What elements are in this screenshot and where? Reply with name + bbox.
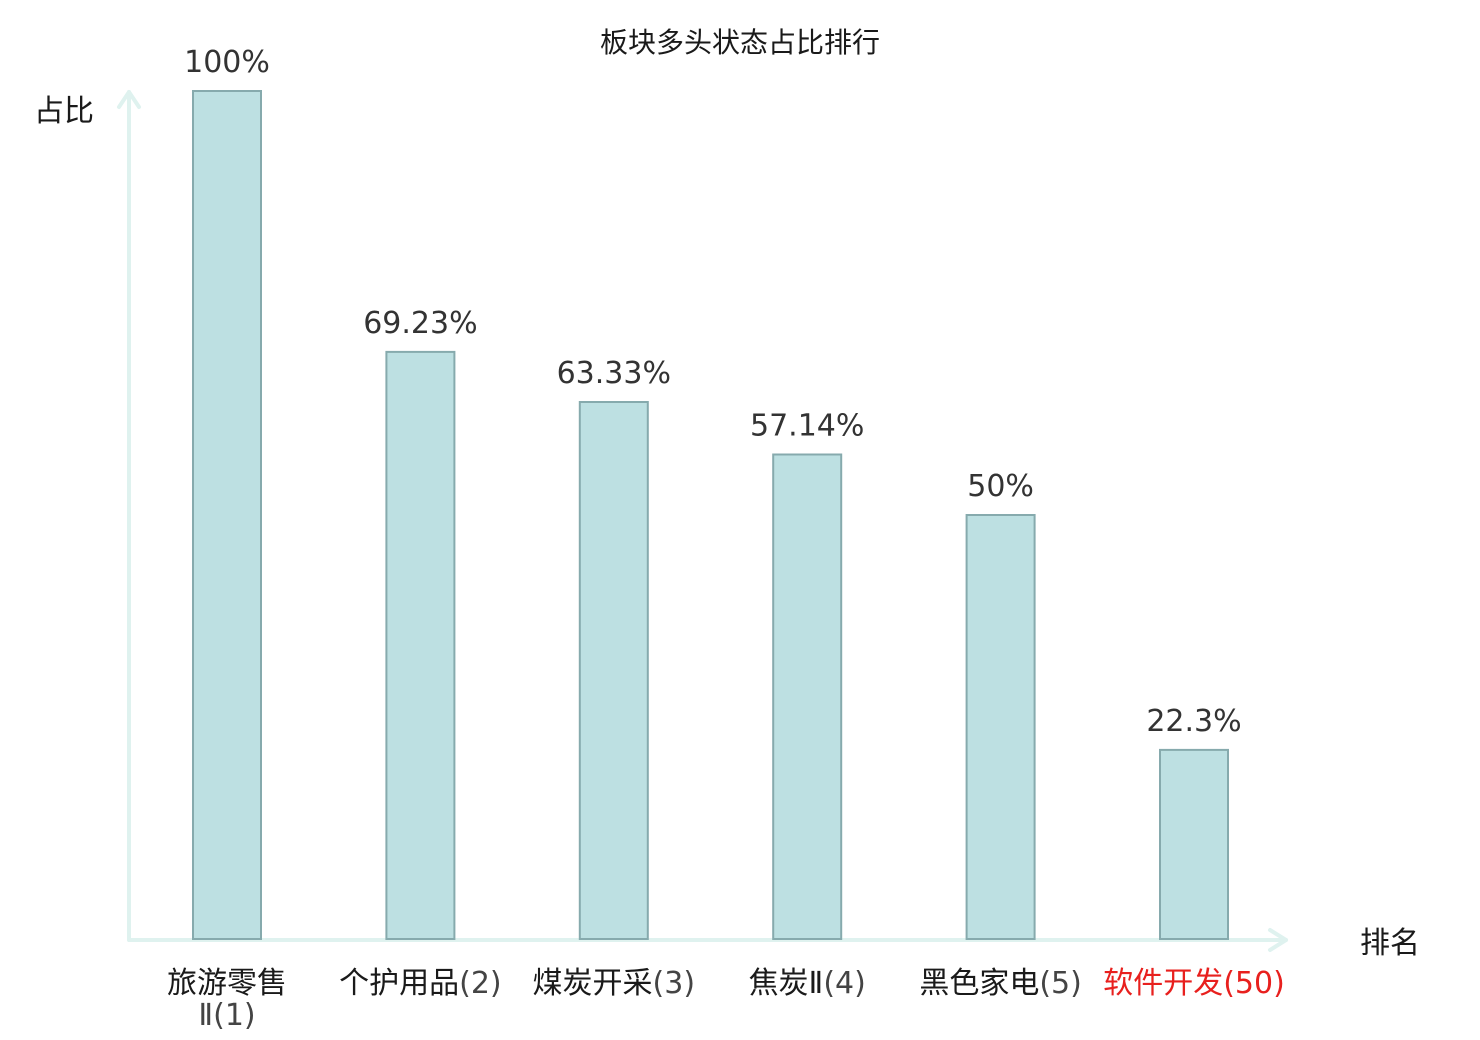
y-axis-arrow (117, 90, 141, 109)
bar (772, 453, 843, 940)
x-tick-label: 软件开发(50) (1103, 966, 1285, 1001)
data-label: 63.33% (557, 356, 671, 391)
bar (192, 90, 262, 940)
data-label: 50% (967, 469, 1034, 504)
x-tick-label: 焦炭Ⅱ(4) (749, 966, 866, 1001)
x-tick-label: 黑色家电(5) (919, 966, 1082, 1001)
data-label: 22.3% (1146, 704, 1241, 739)
bar (578, 401, 649, 940)
x-axis-arrow (1268, 928, 1288, 952)
bar (965, 514, 1036, 940)
x-axis-label: 排名 (1360, 926, 1420, 961)
x-tick-label: 个护用品(2) (339, 966, 502, 1001)
bar (1159, 748, 1229, 941)
category-labels-group: 旅游零售 Ⅱ(1) 个护用品(2) 煤炭开采(3) 焦炭Ⅱ(4) 黑色家电(5) 软件开发(… (167, 966, 1285, 1033)
data-label: 100% (184, 45, 270, 80)
x-tick-label: 旅游零售 Ⅱ(1) (167, 966, 287, 1033)
x-axis (127, 928, 1288, 952)
value-labels-group: 100% 69.23% 63.33% 57.14% 50% 22.3% (184, 45, 1242, 739)
data-label: 69.23% (363, 306, 477, 341)
bar (385, 350, 456, 940)
bars-group (192, 90, 1229, 941)
x-tick-label: 煤炭开采(3) (533, 966, 696, 1001)
data-label: 57.14% (750, 409, 864, 444)
y-axis (117, 90, 141, 942)
chart-title: 板块多头状态占比排行 (600, 26, 880, 59)
y-axis-label: 占比 (34, 94, 94, 129)
